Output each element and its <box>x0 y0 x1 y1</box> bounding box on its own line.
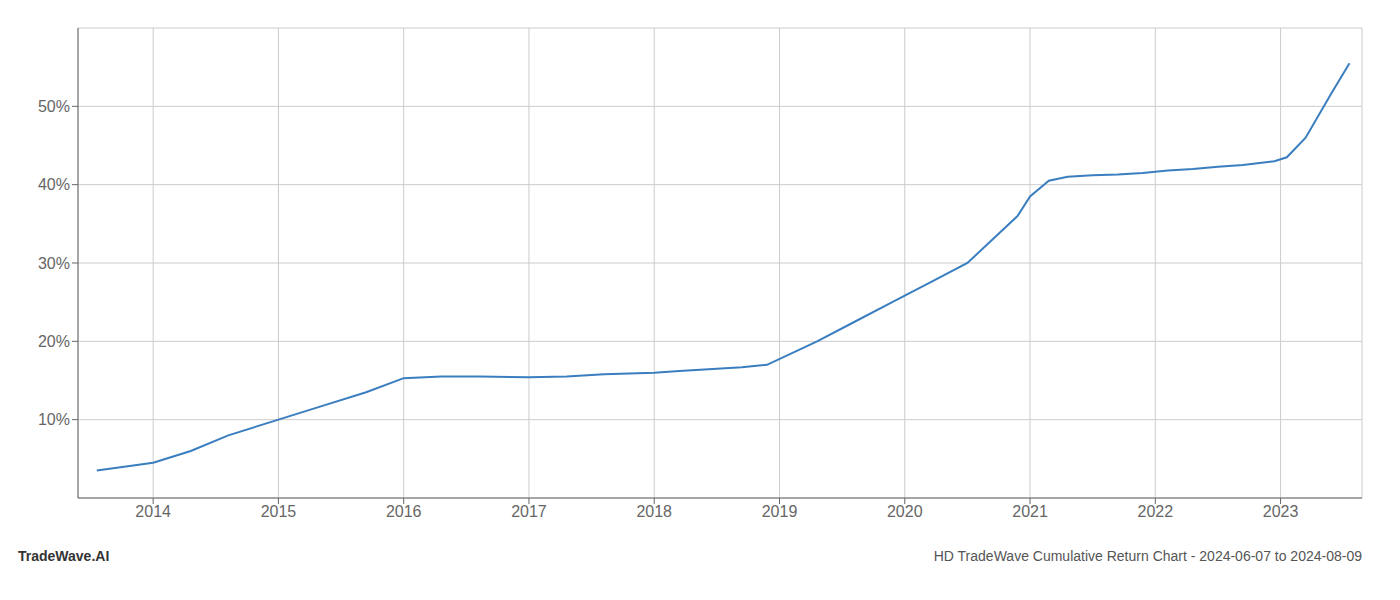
svg-text:2019: 2019 <box>762 503 798 520</box>
svg-text:2014: 2014 <box>135 503 171 520</box>
svg-text:10%: 10% <box>38 411 70 428</box>
svg-text:2022: 2022 <box>1138 503 1174 520</box>
svg-text:2017: 2017 <box>511 503 547 520</box>
svg-text:2023: 2023 <box>1263 503 1299 520</box>
html-text:HD TradeWave Cumulative Return: HD TradeWave Cumulative Return Chart - 2… <box>933 548 1362 564</box>
svg-text:2015: 2015 <box>261 503 297 520</box>
svg-text:2020: 2020 <box>887 503 923 520</box>
html-text:TradeWave.AI: TradeWave.AI <box>18 548 110 564</box>
svg-text:20%: 20% <box>38 333 70 350</box>
svg-text:50%: 50% <box>38 98 70 115</box>
svg-text:2021: 2021 <box>1012 503 1048 520</box>
svg-text:2016: 2016 <box>386 503 422 520</box>
svg-text:2018: 2018 <box>636 503 672 520</box>
svg-text:40%: 40% <box>38 176 70 193</box>
svg-text:30%: 30% <box>38 255 70 272</box>
